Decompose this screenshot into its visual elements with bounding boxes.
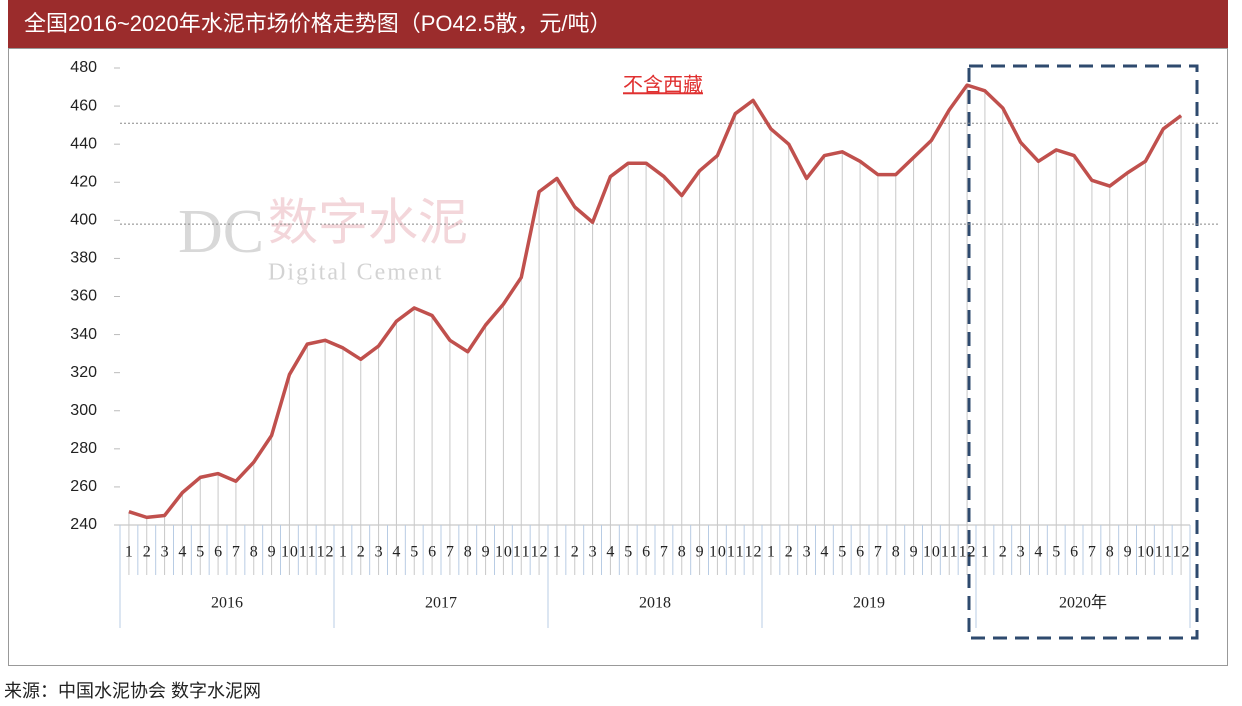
x-tick-label: 1: [339, 544, 347, 561]
x-tick-label: 12: [531, 544, 548, 561]
x-tick-label: 8: [250, 544, 258, 561]
y-tick-label: 240: [70, 516, 97, 533]
x-tick-label: 10: [1137, 544, 1154, 561]
x-tick-label: 5: [196, 544, 204, 561]
x-tick-label: 1: [125, 544, 133, 561]
x-tick-label: 11: [513, 544, 530, 561]
x-tick-label: 2: [571, 544, 579, 561]
chart-title: 全国2016~2020年水泥市场价格走势图（PO42.5散，元/吨）: [24, 11, 611, 36]
x-tick-label: 9: [482, 544, 490, 561]
highlight-box: [967, 64, 1199, 640]
y-tick-label: 320: [70, 364, 97, 381]
y-tick-label: 460: [70, 97, 97, 114]
x-tick-label: 8: [1106, 544, 1114, 561]
x-tick-label: 6: [856, 544, 864, 561]
y-tick-label: 280: [70, 440, 97, 457]
x-tick-label: 9: [696, 544, 704, 561]
x-tick-label: 11: [941, 544, 958, 561]
x-tick-label: 9: [1124, 544, 1132, 561]
price-line: [128, 83, 1183, 520]
chart-frame: [8, 48, 1228, 666]
year-label: 2017: [425, 595, 457, 612]
x-tick-label: 7: [446, 544, 454, 561]
y-tick-label: 360: [70, 288, 97, 305]
x-tick-label: 6: [642, 544, 650, 561]
y-tick-label: 480: [70, 59, 97, 76]
x-tick-label: 10: [923, 544, 940, 561]
x-tick-label: 7: [874, 544, 882, 561]
x-tick-label: 5: [624, 544, 632, 561]
x-tick-label: 3: [161, 544, 169, 561]
x-tick-label: 3: [589, 544, 597, 561]
x-tick-label: 10: [495, 544, 512, 561]
x-tick-label: 5: [1052, 544, 1060, 561]
x-tick-label: 1: [767, 544, 775, 561]
x-tick-label: 4: [1034, 544, 1042, 561]
y-tick-label: 400: [70, 212, 97, 229]
source: 来源：中国水泥协会 数字水泥网: [4, 681, 261, 701]
x-tick-label: 9: [268, 544, 276, 561]
x-tick-label: 6: [428, 544, 436, 561]
watermark-cn: 数字水泥: [268, 194, 468, 250]
x-tick-label: 10: [281, 544, 298, 561]
x-tick-label: 2: [785, 544, 793, 561]
y-tick-label: 440: [70, 135, 97, 152]
x-tick-label: 8: [892, 544, 900, 561]
x-tick-label: 3: [803, 544, 811, 561]
x-tick-label: 1: [553, 544, 561, 561]
y-tick-label: 420: [70, 173, 97, 190]
x-tick-label: 2: [143, 544, 151, 561]
annotation: 不含西藏: [623, 73, 703, 96]
x-tick-label: 4: [820, 544, 828, 561]
x-tick-label: 5: [838, 544, 846, 561]
x-tick-label: 12: [317, 544, 334, 561]
x-tick-label: 4: [606, 544, 614, 561]
year-label: 2019: [853, 595, 885, 612]
x-tick-label: 6: [1070, 544, 1078, 561]
x-tick-label: 10: [709, 544, 726, 561]
x-tick-label: 5: [410, 544, 418, 561]
x-tick-label: 7: [1088, 544, 1096, 561]
y-tick-label: 300: [70, 402, 97, 419]
x-tick-label: 2: [999, 544, 1007, 561]
y-tick-label: 340: [70, 326, 97, 343]
y-tick-label: 260: [70, 478, 97, 495]
x-tick-label: 4: [178, 544, 186, 561]
x-tick-label: 3: [1017, 544, 1025, 561]
x-tick-label: 7: [232, 544, 240, 561]
x-tick-label: 11: [299, 544, 316, 561]
x-tick-label: 2: [357, 544, 365, 561]
year-label: 2018: [639, 595, 671, 612]
x-tick-label: 3: [375, 544, 383, 561]
title-bar: [8, 0, 1228, 48]
x-tick-label: 1: [981, 544, 989, 561]
x-tick-label: 4: [392, 544, 400, 561]
x-tick-label: 12: [959, 544, 976, 561]
x-tick-label: 6: [214, 544, 222, 561]
x-tick-label: 12: [745, 544, 762, 561]
y-tick-label: 380: [70, 250, 97, 267]
watermark-en: Digital Cement: [268, 260, 443, 286]
x-tick-label: 11: [727, 544, 744, 561]
year-label: 2020年: [1059, 594, 1107, 612]
x-tick-label: 8: [464, 544, 472, 561]
x-tick-label: 8: [678, 544, 686, 561]
x-tick-label: 7: [660, 544, 668, 561]
year-label: 2016: [211, 595, 243, 612]
x-tick-label: 9: [910, 544, 918, 561]
x-tick-label: 11: [1155, 544, 1172, 561]
watermark: DC 数字水泥 Digital Cement: [178, 194, 468, 285]
x-tick-label: 12: [1173, 544, 1190, 561]
watermark-logo: DC: [178, 198, 264, 266]
